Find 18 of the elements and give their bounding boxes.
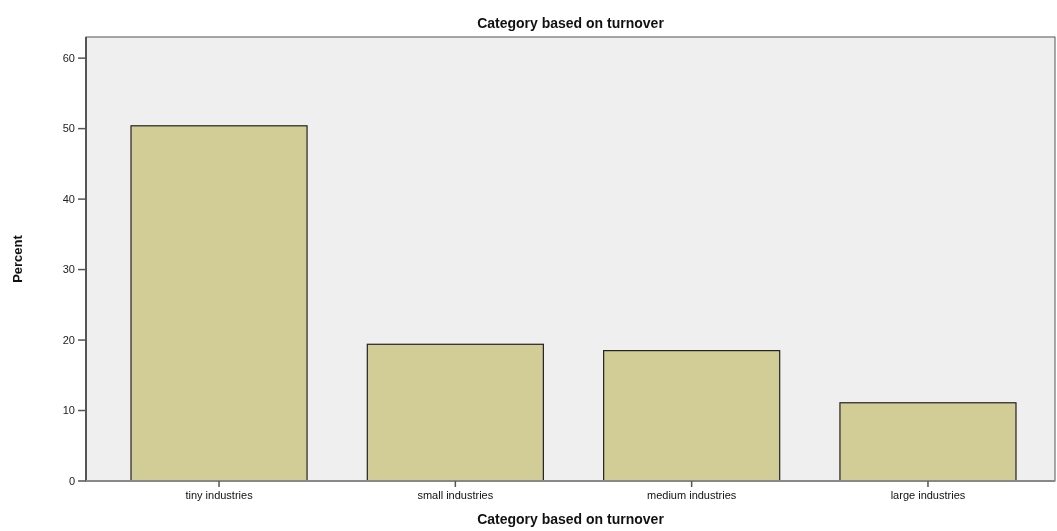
bar [130, 125, 308, 482]
x-tick-label: tiny industries [185, 489, 254, 501]
y-tick-label: 60 [62, 51, 75, 64]
y-tick-label: 0 [68, 474, 75, 487]
bar [839, 402, 1017, 482]
y-tick-label: 20 [62, 333, 75, 346]
x-tick-label: large industries [890, 489, 966, 501]
y-tick-label: 30 [62, 263, 75, 276]
bar [366, 343, 544, 482]
chart-title: Category based on turnover [477, 15, 665, 31]
y-tick-label: 40 [62, 192, 75, 205]
y-tick-label: 50 [62, 122, 75, 135]
x-tick-label: medium industries [647, 489, 737, 501]
y-axis-title: Percent [10, 234, 25, 283]
x-axis-title: Category based on turnover [477, 511, 665, 527]
bar [603, 350, 781, 482]
y-tick-label: 10 [62, 404, 75, 417]
x-tick-label: small industries [417, 489, 494, 501]
